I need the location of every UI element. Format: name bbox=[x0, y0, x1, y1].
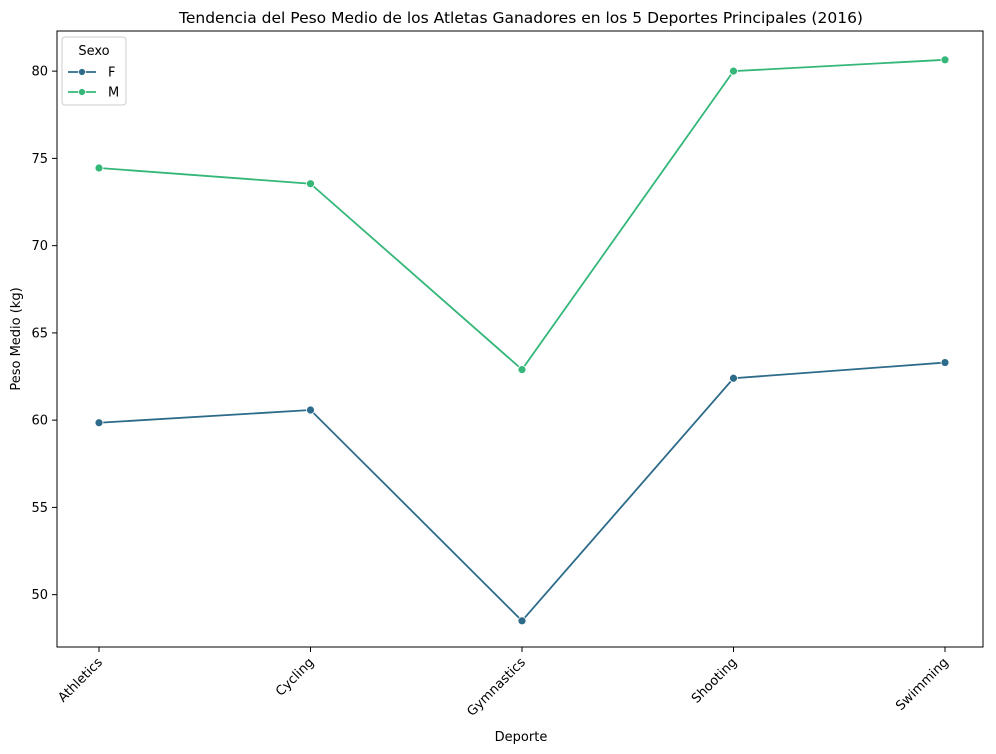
legend-label: F bbox=[108, 66, 115, 81]
y-tick-label: 60 bbox=[31, 414, 48, 429]
series-line bbox=[98, 58, 946, 371]
legend-title: Sexo bbox=[78, 44, 109, 59]
data-point bbox=[940, 55, 950, 65]
series-line bbox=[98, 361, 946, 623]
data-point bbox=[94, 163, 104, 173]
data-point bbox=[517, 616, 527, 626]
legend-marker bbox=[78, 88, 86, 96]
legend-item-M: M bbox=[68, 86, 119, 101]
x-tick-label: Gymnastics bbox=[464, 655, 529, 720]
chart-title: Tendencia del Peso Medio de los Atletas … bbox=[178, 9, 863, 27]
legend: Sexo FM bbox=[61, 36, 127, 106]
x-tick-label: Athletics bbox=[55, 655, 106, 706]
x-axis: Athletics Cycling Gymnastics Shooting Swimmi… bbox=[55, 647, 952, 720]
y-axis-label: Peso Medio (kg) bbox=[9, 287, 24, 390]
x-tick-label: Swimming bbox=[893, 655, 952, 714]
x-tick-label: Shooting bbox=[689, 655, 740, 706]
y-axis: 50 55 60 65 70 75 80 bbox=[31, 65, 57, 603]
legend-items: FM bbox=[68, 66, 119, 101]
data-point bbox=[940, 358, 950, 367]
legend-marker bbox=[78, 68, 86, 76]
y-tick-label: 75 bbox=[31, 152, 48, 167]
x-tick-label: Cycling bbox=[273, 655, 317, 699]
legend-item-F: F bbox=[68, 66, 115, 81]
plot-area bbox=[56, 30, 984, 648]
data-point bbox=[94, 418, 104, 428]
y-tick-label: 80 bbox=[31, 65, 48, 80]
data-point bbox=[306, 179, 315, 189]
y-tick-label: 65 bbox=[31, 326, 48, 341]
y-tick-label: 70 bbox=[31, 239, 48, 254]
y-tick-label: 55 bbox=[31, 501, 48, 516]
series-layer bbox=[94, 55, 950, 626]
legend-label: M bbox=[108, 86, 119, 101]
series-M bbox=[94, 55, 950, 374]
x-axis-label: Deporte bbox=[495, 730, 548, 745]
y-tick-label: 50 bbox=[31, 588, 48, 603]
data-point bbox=[517, 365, 527, 374]
data-point bbox=[729, 373, 738, 383]
legend-frame bbox=[61, 36, 127, 106]
data-point bbox=[306, 405, 315, 415]
series-F bbox=[94, 358, 950, 626]
data-point bbox=[729, 66, 738, 76]
